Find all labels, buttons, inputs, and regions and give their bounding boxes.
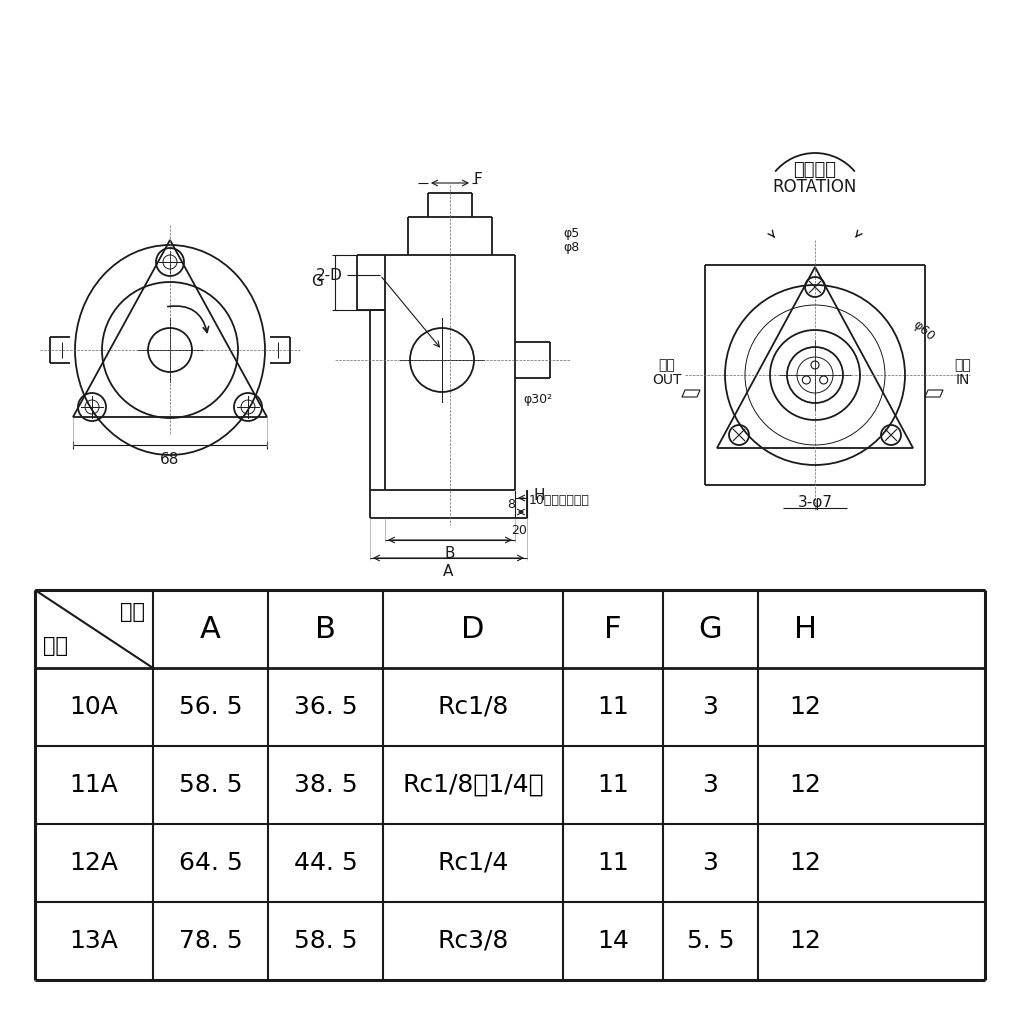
Text: 68: 68	[161, 452, 179, 467]
Text: IN: IN	[955, 373, 970, 387]
Text: OUT: OUT	[652, 373, 682, 387]
Text: 吸入: 吸入	[954, 358, 972, 372]
Text: 38. 5: 38. 5	[294, 773, 357, 797]
Text: 10A: 10A	[70, 695, 119, 719]
Text: 3: 3	[702, 695, 719, 719]
Text: B: B	[444, 547, 456, 561]
Text: 12: 12	[790, 773, 821, 797]
Text: 项目: 项目	[120, 602, 145, 622]
Text: φ60: φ60	[910, 318, 938, 343]
Text: Rc3/8: Rc3/8	[437, 929, 509, 953]
Text: 12: 12	[790, 851, 821, 874]
Text: 20: 20	[511, 523, 527, 537]
Text: 56. 5: 56. 5	[179, 695, 243, 719]
Text: φ8: φ8	[563, 241, 580, 254]
Text: 13A: 13A	[70, 929, 119, 953]
Text: 58. 5: 58. 5	[294, 929, 357, 953]
Text: 11A: 11A	[70, 773, 119, 797]
Text: 10有效安装长度: 10有效安装长度	[529, 494, 590, 507]
Text: 旋转方向: 旋转方向	[794, 161, 837, 179]
Text: 形式: 形式	[43, 636, 68, 656]
Text: 8: 8	[507, 498, 515, 511]
Text: ROTATION: ROTATION	[773, 178, 857, 196]
Text: 58. 5: 58. 5	[179, 773, 243, 797]
Text: 吐出: 吐出	[658, 358, 676, 372]
Text: F: F	[474, 172, 482, 187]
Text: H: H	[534, 487, 545, 503]
Text: 14: 14	[597, 929, 629, 953]
Text: 11: 11	[597, 695, 629, 719]
Text: 12: 12	[790, 695, 821, 719]
Text: F: F	[604, 614, 622, 643]
Text: Rc1/8（1/4）: Rc1/8（1/4）	[402, 773, 544, 797]
Text: G: G	[311, 274, 323, 290]
Text: 36. 5: 36. 5	[294, 695, 357, 719]
Text: 3: 3	[702, 851, 719, 874]
Text: 12A: 12A	[70, 851, 119, 874]
Text: A: A	[443, 564, 454, 580]
Text: 11: 11	[597, 851, 629, 874]
Text: 3-φ7: 3-φ7	[798, 496, 833, 511]
Text: 64. 5: 64. 5	[178, 851, 243, 874]
Text: 5. 5: 5. 5	[687, 929, 734, 953]
Text: Rc1/8: Rc1/8	[437, 695, 509, 719]
Text: 2-D: 2-D	[316, 267, 343, 283]
Text: φ5: φ5	[563, 226, 580, 240]
Text: 3: 3	[702, 773, 719, 797]
Text: 78. 5: 78. 5	[178, 929, 243, 953]
Text: φ30²: φ30²	[523, 393, 552, 407]
Text: Rc1/4: Rc1/4	[437, 851, 509, 874]
Text: 44. 5: 44. 5	[294, 851, 357, 874]
Text: H: H	[794, 614, 817, 643]
Text: G: G	[698, 614, 722, 643]
Text: B: B	[315, 614, 336, 643]
Text: 12: 12	[790, 929, 821, 953]
Text: A: A	[200, 614, 221, 643]
Text: D: D	[462, 614, 484, 643]
Text: 11: 11	[597, 773, 629, 797]
